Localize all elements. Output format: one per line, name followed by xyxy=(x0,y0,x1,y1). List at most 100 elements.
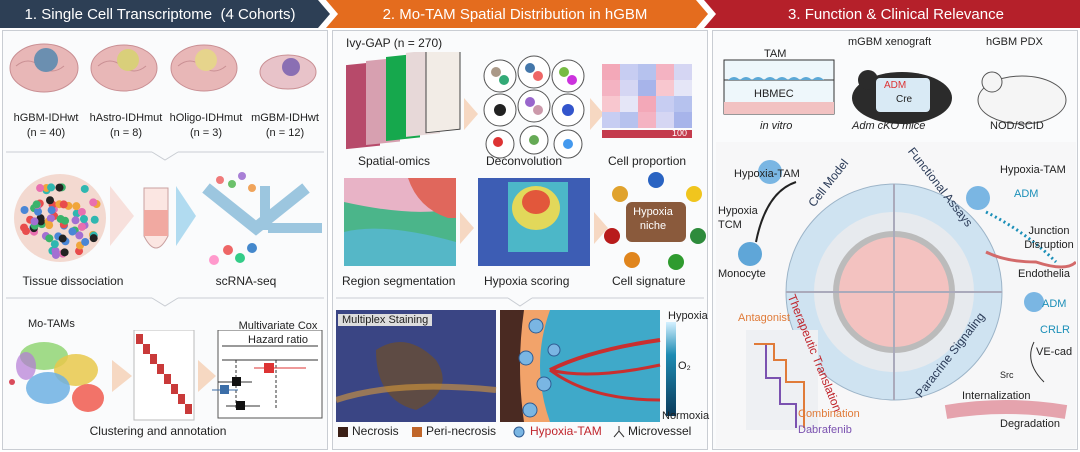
tam-label: TAM xyxy=(764,48,787,60)
junction-disruption-label: Junction Disruption xyxy=(1024,225,1074,251)
color-scale xyxy=(602,130,692,138)
divider-chevron xyxy=(6,151,324,161)
proportion-cell xyxy=(620,112,638,128)
cell-dot xyxy=(36,184,45,193)
grid-cell xyxy=(185,404,192,414)
antagonist-label: Antagonist xyxy=(738,312,790,324)
cohort-n-0: (n = 40) xyxy=(26,127,66,139)
cohort-name-3: mGBM-IDHwt xyxy=(251,112,319,124)
ckm-label: Adm cKO mice xyxy=(852,120,926,132)
proportion-cell xyxy=(602,112,620,128)
legend-microvessel: Microvessel xyxy=(628,424,692,438)
proportion-cell xyxy=(674,64,692,80)
cell-dot xyxy=(80,184,89,193)
dissociation-illustration xyxy=(14,172,322,265)
cell-dot xyxy=(81,237,90,246)
proportion-cell xyxy=(656,96,674,112)
region-segmentation xyxy=(344,178,456,266)
divider-chevron xyxy=(336,297,704,307)
hypoxia-scoring xyxy=(478,178,590,266)
spatial-top-illustration xyxy=(346,52,692,159)
cell-dot xyxy=(71,216,80,225)
brains-illustration xyxy=(9,43,317,93)
hypoxia-scoring-label: Hypoxia scoring xyxy=(484,274,570,288)
heatmap-grid xyxy=(133,330,195,421)
adm-label: ADM xyxy=(1014,188,1039,200)
motams-label: Mo-TAMs xyxy=(28,318,75,330)
vecad-label: VE-cad xyxy=(1036,346,1073,358)
divider-chevron xyxy=(6,297,324,307)
combination-label: Combination xyxy=(798,408,860,420)
legend-necrosis: Necrosis xyxy=(352,424,399,438)
adm-label-2: ADM xyxy=(1042,298,1067,310)
cell-dot xyxy=(47,183,56,192)
clustering-label: Clustering and annotation xyxy=(89,424,227,438)
invitro-dish xyxy=(723,59,835,115)
xenograft-label: mGBM xenograft xyxy=(848,36,932,48)
cell-dot xyxy=(58,234,67,243)
cell-dot xyxy=(36,217,45,226)
legend-peri-necrosis: Peri-necrosis xyxy=(426,424,497,438)
cell-dot xyxy=(72,202,81,211)
cell-dot xyxy=(56,214,65,223)
cell-dot xyxy=(55,183,64,192)
cell-dot xyxy=(46,214,55,223)
spatial-slides xyxy=(346,52,461,150)
hypoxia-tam-label: Hypoxia-TAM xyxy=(734,168,800,180)
hypoxia-tcm-label: Hypoxia TCM xyxy=(718,205,758,231)
proportion-cell xyxy=(656,80,674,96)
cell-dot xyxy=(20,205,29,214)
cohort-name-2: hOligo-IDHmut xyxy=(169,112,243,124)
function-wheel xyxy=(716,142,1076,448)
pdx-label: hGBM PDX xyxy=(986,36,1043,48)
cell-dot xyxy=(45,221,54,230)
proportion-cell xyxy=(656,112,674,128)
ivy-gap-label: Ivy-GAP (n = 270) xyxy=(346,36,443,50)
proportion-cell xyxy=(638,96,656,112)
cell-dot xyxy=(59,200,68,209)
proportion-cell xyxy=(674,112,692,128)
cell-dot xyxy=(45,234,54,243)
multiplex-staining-label: Multiplex Staining xyxy=(338,314,433,326)
proportion-heatmap xyxy=(602,64,692,138)
grid-cell xyxy=(136,334,143,344)
scrna-label: scRNA-seq xyxy=(215,274,277,288)
grid-cell xyxy=(171,384,178,394)
hypoxia-tam-icon xyxy=(513,426,525,438)
o2-label: O₂ xyxy=(678,360,691,372)
hypoxia-scale-label: Hypoxia xyxy=(668,310,708,322)
cell-dot xyxy=(68,227,77,236)
cell-proportion-label: Cell proportion xyxy=(608,154,687,168)
pdx-mouse-icon xyxy=(977,71,1067,125)
monocyte-label: Monocyte xyxy=(718,268,766,280)
cohort-name-1: hAstro-IDHmut xyxy=(89,112,163,124)
invitro-label: in vitro xyxy=(760,120,793,132)
cell-dot xyxy=(77,207,86,216)
header-spatial: 2. Mo-TAM Spatial Distribution in hGBM xyxy=(382,5,648,23)
src-label: Src xyxy=(1000,370,1014,380)
cell-dot xyxy=(47,206,56,215)
cohort-name-0: hGBM-IDHwt xyxy=(13,112,79,124)
cell-dot xyxy=(32,200,41,209)
header-single-cell: 1. Single Cell Transcriptome (4 Cohorts) xyxy=(24,5,296,23)
cox-title: Multivariate Cox xyxy=(238,320,318,332)
proportion-max: 100 xyxy=(672,128,688,138)
spatial-mid-illustration xyxy=(344,172,706,270)
deconvolution-label: Deconvolution xyxy=(486,154,563,168)
tissue-dissociation-label: Tissue dissociation xyxy=(22,274,124,288)
hypoxia-tam-label-2: Hypoxia-TAM xyxy=(1000,164,1066,176)
internalization-label: Internalization xyxy=(962,390,1031,402)
cell-dot xyxy=(30,217,39,226)
cell-dot xyxy=(34,207,43,216)
cre-label: Cre xyxy=(896,94,913,105)
brain-icon xyxy=(9,43,79,93)
cell-dot xyxy=(77,222,86,231)
models-illustration xyxy=(723,59,1067,125)
cell-signature-label: Cell signature xyxy=(612,274,686,288)
endothelia-label: Endothelia xyxy=(1018,268,1070,280)
grid-cell xyxy=(157,364,164,374)
peri-necrosis-swatch xyxy=(412,427,422,437)
cell-dot xyxy=(90,215,99,224)
proportion-cell xyxy=(620,80,638,96)
dabrafenib-label: Dabrafenib xyxy=(798,424,852,436)
